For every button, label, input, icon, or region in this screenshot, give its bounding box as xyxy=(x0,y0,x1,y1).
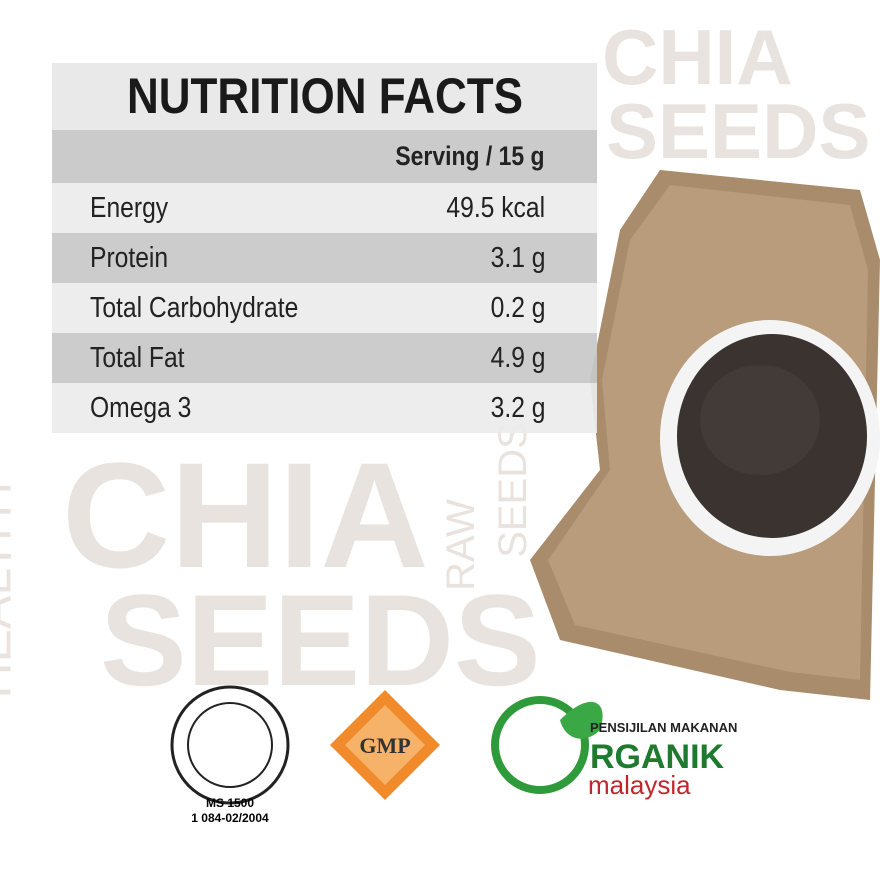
gmp-inner xyxy=(345,705,425,785)
organic-top: PENSIJILAN MAKANAN xyxy=(590,720,738,735)
row-value: 3.2 g xyxy=(490,391,545,424)
organic-ring xyxy=(491,696,589,794)
row-value: 3.1 g xyxy=(490,241,545,274)
serving-row: Serving / 15 g xyxy=(52,130,597,183)
gmp-text: GMP xyxy=(359,733,411,758)
row-label: Total Fat xyxy=(90,341,185,374)
nutrition-table: NUTRITION FACTS Serving / 15 g Energy 49.… xyxy=(52,63,597,433)
table-title: NUTRITION FACTS xyxy=(52,63,597,130)
rows: Energy 49.5 kcal Protein 3.1 g Total Carbohy… xyxy=(52,183,597,433)
organic-leaf xyxy=(560,701,603,739)
halal-text: MS 1500 1 084-02/2004 xyxy=(170,796,290,826)
table-row: Energy 49.5 kcal xyxy=(52,183,597,233)
halal-ring xyxy=(187,702,273,788)
organic-main: RGANIK xyxy=(590,738,725,776)
halal-line: MS 1500 xyxy=(205,796,255,810)
halal-logo xyxy=(170,685,290,805)
bg-word: SEEDS xyxy=(606,87,871,175)
seeds-shade xyxy=(700,365,820,475)
bg-word: SEEDS xyxy=(100,567,541,713)
organic-sub: malaysia xyxy=(588,770,691,800)
row-value: 49.5 kcal xyxy=(446,191,545,224)
row-value: 4.9 g xyxy=(490,341,545,374)
title-text: NUTRITION FACTS xyxy=(126,68,523,124)
table-row: Total Carbohydrate 0.2 g xyxy=(52,283,597,333)
bg-word: CHIA xyxy=(602,13,793,101)
halal-line: 1 084-02/2004 xyxy=(191,811,269,825)
table-row: Protein 3.1 g xyxy=(52,233,597,283)
row-label: Total Carbohydrate xyxy=(90,291,299,324)
table-row: Total Fat 4.9 g xyxy=(52,333,597,383)
row-label: Omega 3 xyxy=(90,391,192,424)
table-row: Omega 3 3.2 g xyxy=(52,383,597,433)
serving-text: Serving / 15 g xyxy=(395,141,545,171)
row-label: Energy xyxy=(90,191,169,224)
row-label: Protein xyxy=(90,241,169,274)
bg-word: CHIA xyxy=(62,431,429,599)
row-value: 0.2 g xyxy=(490,291,545,324)
